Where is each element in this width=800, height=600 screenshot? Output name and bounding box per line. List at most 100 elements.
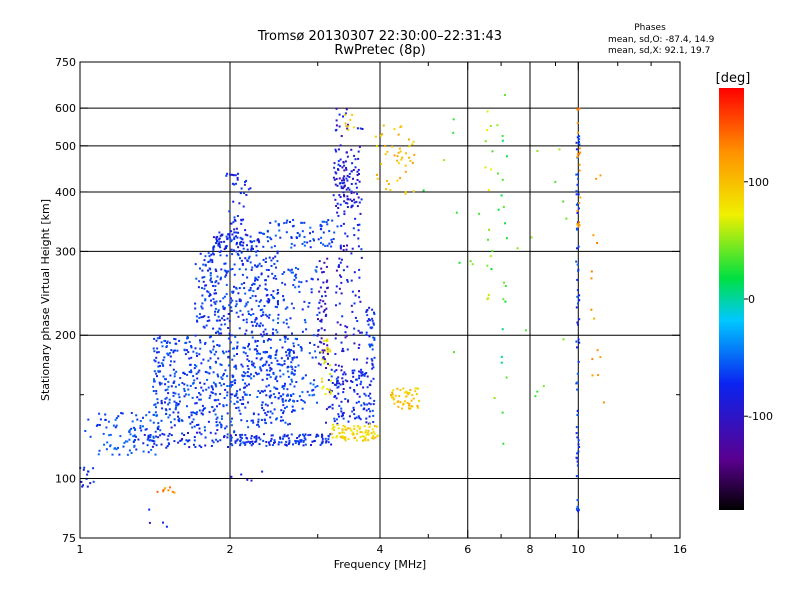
- data-point: [335, 377, 338, 380]
- data-point: [154, 360, 157, 363]
- data-point: [181, 438, 184, 440]
- data-point: [332, 238, 335, 240]
- y-tick-label: 600: [55, 102, 76, 115]
- data-point: [408, 402, 411, 405]
- data-point: [159, 429, 162, 432]
- data-point: [317, 238, 320, 241]
- data-point: [577, 245, 580, 248]
- data-point: [372, 336, 375, 339]
- data-point: [214, 393, 217, 396]
- data-point: [373, 337, 376, 340]
- data-point: [478, 212, 481, 215]
- data-point: [268, 364, 271, 367]
- data-point: [258, 231, 261, 234]
- data-point: [142, 450, 145, 453]
- data-point: [241, 238, 244, 241]
- data-point: [250, 248, 253, 251]
- data-point: [354, 166, 357, 169]
- data-point: [366, 403, 369, 406]
- data-point: [305, 328, 308, 331]
- data-point: [245, 302, 248, 305]
- data-point: [371, 363, 374, 366]
- data-point: [306, 390, 309, 393]
- data-point: [233, 354, 236, 357]
- data-point: [575, 193, 578, 196]
- data-point: [142, 425, 144, 428]
- data-point: [408, 156, 411, 159]
- data-point: [244, 332, 247, 335]
- data-point: [220, 426, 223, 429]
- data-point: [350, 252, 353, 255]
- data-point: [289, 221, 291, 223]
- data-point: [193, 367, 196, 370]
- data-point: [273, 245, 276, 248]
- data-point: [293, 409, 296, 412]
- data-point: [349, 427, 352, 430]
- data-point: [291, 271, 294, 274]
- data-point: [471, 263, 474, 266]
- data-point: [244, 386, 247, 389]
- data-point: [118, 453, 121, 456]
- data-point: [87, 418, 90, 421]
- data-point: [333, 417, 336, 420]
- colorbar-tick-label: -100: [748, 410, 773, 423]
- data-point: [239, 236, 242, 239]
- data-point: [171, 490, 174, 493]
- data-point: [365, 421, 368, 424]
- data-point: [148, 439, 151, 442]
- data-point: [236, 345, 239, 348]
- data-point: [284, 407, 286, 410]
- y-tick-label: 300: [55, 245, 76, 258]
- data-point: [354, 158, 357, 161]
- data-point: [365, 429, 367, 432]
- data-point: [200, 386, 203, 389]
- data-point: [314, 269, 317, 272]
- data-point: [294, 337, 297, 340]
- data-point: [198, 398, 201, 401]
- data-point: [303, 319, 306, 321]
- data-point: [375, 173, 378, 176]
- data-point: [265, 394, 268, 397]
- data-point: [251, 266, 254, 269]
- data-point: [339, 196, 342, 198]
- data-point: [497, 172, 499, 175]
- data-point: [303, 437, 306, 440]
- data-point: [236, 439, 238, 442]
- data-point: [148, 521, 151, 524]
- data-point: [287, 326, 290, 329]
- data-point: [316, 401, 318, 404]
- data-point: [252, 364, 255, 367]
- data-point: [288, 355, 291, 357]
- data-point: [356, 170, 359, 173]
- data-point: [168, 432, 171, 435]
- data-point: [491, 150, 494, 153]
- data-point: [167, 392, 170, 395]
- data-point: [293, 385, 296, 388]
- data-point: [576, 346, 578, 349]
- data-point: [190, 345, 193, 348]
- data-point: [293, 278, 296, 281]
- data-point: [223, 319, 226, 321]
- data-point: [577, 450, 580, 453]
- data-point: [92, 480, 95, 483]
- data-point: [212, 348, 215, 351]
- data-point: [410, 405, 413, 408]
- data-point: [343, 371, 346, 374]
- data-point: [322, 231, 325, 234]
- data-point: [355, 401, 358, 404]
- data-point: [291, 380, 294, 383]
- data-point: [236, 252, 239, 255]
- data-point: [390, 394, 393, 396]
- y-tick-label: 500: [55, 140, 76, 153]
- data-point: [408, 145, 411, 148]
- data-point: [212, 284, 215, 287]
- data-point: [269, 416, 272, 419]
- data-point: [338, 257, 341, 260]
- data-point: [578, 224, 581, 226]
- data-point: [153, 350, 156, 353]
- data-point: [501, 139, 504, 142]
- data-point: [297, 344, 300, 346]
- data-point: [376, 177, 379, 180]
- data-point: [263, 333, 266, 336]
- data-point: [304, 433, 307, 436]
